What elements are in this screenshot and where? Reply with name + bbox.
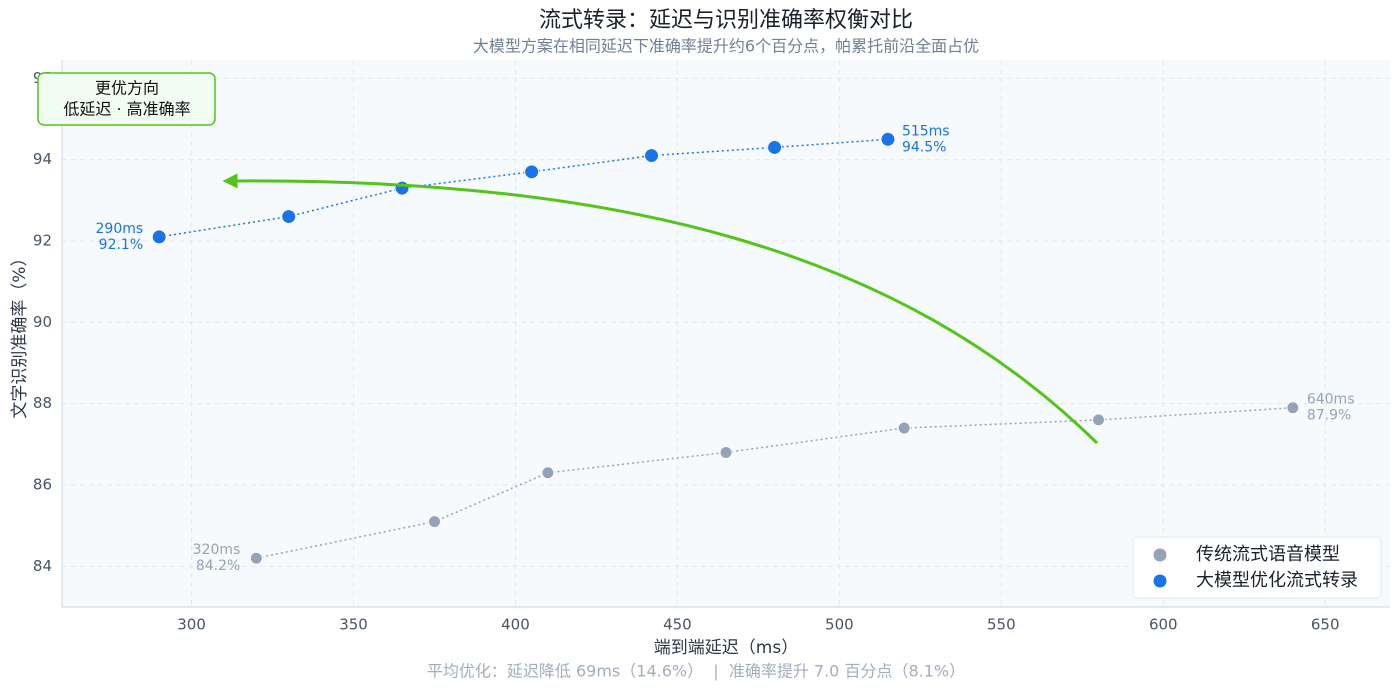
x-axis-label: 端到端延迟（ms） bbox=[654, 638, 798, 658]
annotation-text: 更优方向 bbox=[95, 79, 159, 98]
x-tick-label: 550 bbox=[987, 616, 1016, 634]
data-label: 290ms bbox=[96, 221, 144, 237]
legend-marker bbox=[1153, 574, 1167, 588]
data-label: 87.9% bbox=[1307, 408, 1351, 424]
y-tick-label: 88 bbox=[33, 394, 52, 412]
point bbox=[427, 515, 441, 529]
chart-title: 流式转录：延迟与识别准确率权衡对比 bbox=[539, 8, 913, 33]
data-label: 94.5% bbox=[902, 139, 946, 155]
point bbox=[880, 131, 896, 147]
footer-note: 平均优化：延迟降低 69ms（14.6%） | 准确率提升 7.0 百分点（8.… bbox=[427, 662, 965, 681]
y-axis-label: 文字识别准确率（%） bbox=[10, 249, 30, 418]
point bbox=[767, 139, 783, 155]
data-label: 320ms bbox=[193, 542, 241, 558]
y-tick-label: 86 bbox=[33, 475, 52, 493]
point bbox=[394, 180, 410, 196]
point bbox=[281, 209, 297, 225]
point bbox=[249, 551, 263, 565]
plot-area bbox=[62, 60, 1390, 607]
y-tick-label: 94 bbox=[33, 150, 52, 168]
point bbox=[524, 164, 540, 180]
legend bbox=[1132, 536, 1382, 599]
x-tick-label: 450 bbox=[663, 616, 692, 634]
point bbox=[644, 148, 660, 164]
point bbox=[1286, 401, 1300, 415]
x-tick-label: 400 bbox=[501, 616, 530, 634]
legend-marker bbox=[1153, 548, 1167, 562]
legend-label: 大模型优化流式转录 bbox=[1196, 570, 1358, 591]
point bbox=[151, 229, 167, 245]
x-tick-label: 650 bbox=[1311, 616, 1340, 634]
data-label: 515ms bbox=[902, 123, 950, 139]
point bbox=[897, 421, 911, 435]
point bbox=[719, 445, 733, 459]
x-tick-label: 600 bbox=[1149, 616, 1178, 634]
point bbox=[541, 466, 555, 480]
direction-arrow bbox=[222, 173, 1099, 445]
data-label: 92.1% bbox=[99, 237, 143, 253]
y-tick-label: 92 bbox=[33, 231, 52, 249]
x-tick-label: 300 bbox=[177, 616, 206, 634]
legend-label: 传统流式语音模型 bbox=[1196, 544, 1340, 565]
data-label: 640ms bbox=[1307, 392, 1355, 408]
annotation-box bbox=[37, 72, 216, 126]
data-label: 84.2% bbox=[196, 558, 240, 574]
x-tick-label: 500 bbox=[825, 616, 854, 634]
y-tick-label: 84 bbox=[33, 557, 52, 575]
point bbox=[1091, 413, 1105, 427]
y-tick-label: 90 bbox=[33, 313, 52, 331]
x-tick-label: 350 bbox=[339, 616, 368, 634]
annotation-text: 低延迟 · 高准确率 bbox=[63, 100, 190, 119]
chart-subtitle: 大模型方案在相同延迟下准确率提升约6个百分点，帕累托前沿全面占优 bbox=[473, 37, 979, 56]
